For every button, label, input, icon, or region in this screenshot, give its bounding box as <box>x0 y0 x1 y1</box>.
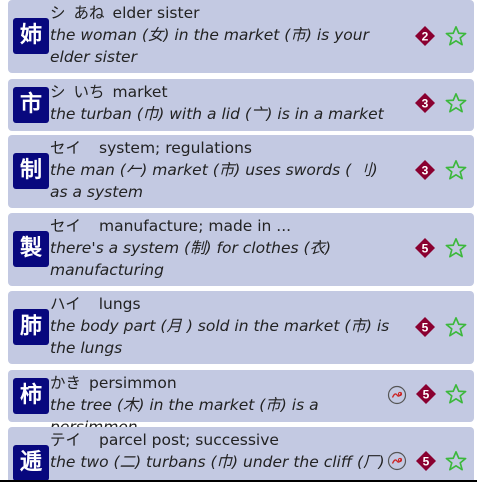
kanji-card[interactable]: 市 シいち market the turban (巾) with a lid (亠… <box>8 79 474 131</box>
kanji-card[interactable]: 制 セイ system; regulations the man (𠂉) mark… <box>8 135 474 208</box>
grade-number: 5 <box>423 455 430 469</box>
meaning: system; regulations <box>99 139 253 157</box>
grade-badge: 5 <box>415 317 435 337</box>
kanji-tile[interactable]: 柿 <box>13 378 49 414</box>
card-text: テイ parcel post; successive the two (二) tu… <box>50 430 390 473</box>
meaning: elder sister <box>112 4 200 22</box>
mnemonic: the turban (巾) with a lid (亠) is in a ma… <box>50 105 384 123</box>
mnemonic: the two (二) turbans (巾) under the cliff … <box>50 453 385 471</box>
kanji-tile[interactable]: 姉 <box>13 18 49 54</box>
bottom-border <box>0 480 477 482</box>
sound-icon[interactable] <box>387 385 407 405</box>
grade-number: 2 <box>422 30 429 44</box>
reading-line: ハイ lungs <box>50 294 390 315</box>
favorite-star-icon[interactable] <box>445 383 467 405</box>
reading-line: かき persimmon <box>50 373 390 394</box>
card-text: シいち market the turban (巾) with a lid (亠) … <box>50 82 390 125</box>
kanji-card[interactable]: 柿 かき persimmon the tree (木) in the market… <box>8 370 474 436</box>
kanji-card[interactable]: 肺 ハイ lungs the body part (月 ) sold in the… <box>8 291 474 364</box>
grade-badge: 3 <box>415 93 435 113</box>
grade-number: 5 <box>422 242 429 256</box>
meaning: lungs <box>98 295 141 313</box>
on-reading: シ <box>50 83 66 101</box>
reading-line: テイ parcel post; successive <box>50 430 390 451</box>
kanji-tile[interactable]: 制 <box>13 153 49 189</box>
grade-number: 3 <box>422 164 429 178</box>
kanji-tile[interactable]: 製 <box>13 231 49 267</box>
reading-line: シあね elder sister <box>50 3 390 24</box>
kanji-card[interactable]: 姉 シあね elder sister the woman (女) in the m… <box>8 0 474 73</box>
reading-line: セイ system; regulations <box>50 138 390 159</box>
favorite-star-icon[interactable] <box>445 159 467 181</box>
meaning: market <box>112 83 168 101</box>
kanji-card[interactable]: 逓 テイ parcel post; successive the two (二) … <box>8 427 474 482</box>
grade-badge: 5 <box>415 238 435 258</box>
kanji-tile[interactable]: 逓 <box>13 445 49 481</box>
mnemonic: the man (𠂉) market (市) uses swords ( 刂) … <box>50 161 378 201</box>
reading-line: セイ manufacture; made in ... <box>50 216 390 237</box>
meaning: manufacture; made in ... <box>99 217 292 235</box>
kanji-card[interactable]: 製 セイ manufacture; made in ... there's a s… <box>8 213 474 286</box>
grade-number: 3 <box>422 97 429 111</box>
favorite-star-icon[interactable] <box>445 92 467 114</box>
favorite-star-icon[interactable] <box>445 450 467 472</box>
grade-number: 5 <box>423 388 430 402</box>
kun-reading: あね <box>73 4 105 22</box>
grade-number: 5 <box>422 321 429 335</box>
mnemonic: there's a system (制) for clothes (衣) man… <box>50 239 332 279</box>
grade-badge: 5 <box>416 451 436 471</box>
on-reading: セイ <box>50 217 82 235</box>
reading-line: シいち market <box>50 82 390 103</box>
grade-badge: 2 <box>415 26 435 46</box>
on-reading: かき <box>50 374 82 392</box>
favorite-star-icon[interactable] <box>445 316 467 338</box>
card-text: セイ system; regulations the man (𠂉) market… <box>50 138 390 203</box>
meaning: parcel post; successive <box>99 431 279 449</box>
grade-badge: 5 <box>416 384 436 404</box>
kun-reading: いち <box>73 83 105 101</box>
meaning: persimmon <box>89 374 177 392</box>
favorite-star-icon[interactable] <box>445 25 467 47</box>
kanji-tile[interactable]: 肺 <box>13 309 49 345</box>
on-reading: ハイ <box>50 295 81 313</box>
kanji-tile[interactable]: 市 <box>13 87 49 123</box>
favorite-star-icon[interactable] <box>445 237 467 259</box>
on-reading: テイ <box>50 431 82 449</box>
on-reading: セイ <box>50 139 82 157</box>
card-text: セイ manufacture; made in ... there's a sys… <box>50 216 390 281</box>
grade-badge: 3 <box>415 160 435 180</box>
on-reading: シ <box>50 4 66 22</box>
card-text: シあね elder sister the woman (女) in the mar… <box>50 3 390 68</box>
mnemonic: the body part (月 ) sold in the market (市… <box>50 317 390 357</box>
sound-icon[interactable] <box>387 451 407 471</box>
mnemonic: the woman (女) in the market (市) is your … <box>50 26 369 66</box>
card-text: ハイ lungs the body part (月 ) sold in the m… <box>50 294 390 359</box>
